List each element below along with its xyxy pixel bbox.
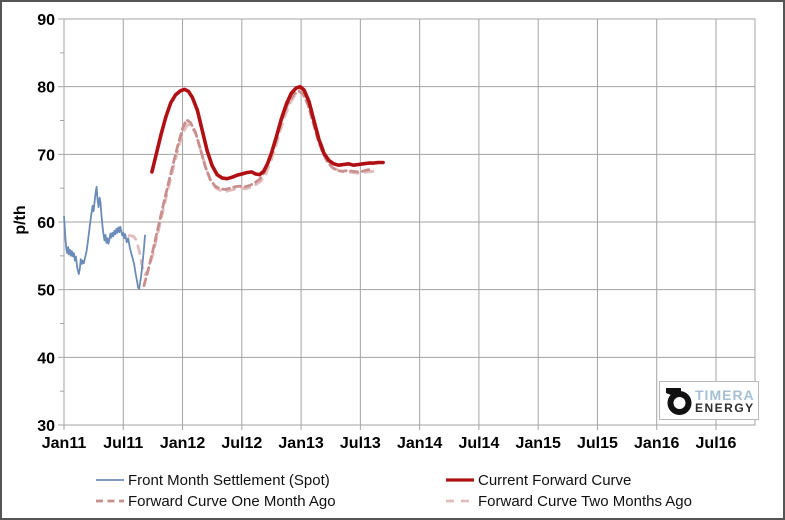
y-tick-label-60: 60 [37,215,55,232]
timera-sigma-icon [666,387,692,415]
y-axis-title: p/th [12,205,29,235]
legend-marker-current-forward [446,478,474,482]
legend-item-current-forward: Current Forward Curve [445,471,631,489]
x-tick-label-Jul14: Jul14 [458,435,499,452]
y-tick-label-50: 50 [37,283,55,300]
legend-item-two-months-ago: Forward Curve Two Months Ago [445,492,692,510]
legend-marker-two-months-ago [446,499,474,503]
x-tick-label-Jul12: Jul12 [221,435,262,452]
legend-marker-spot [96,479,124,481]
legend-item-spot: Front Month Settlement (Spot) [95,471,330,489]
y-tick-label-70: 70 [37,147,55,164]
logo-text-timera: TIMERA [695,386,755,403]
x-tick-label-Jan15: Jan15 [515,435,560,452]
series-line-0 [63,185,146,290]
logo-text-energy: ENERGY [695,400,755,415]
x-tick-label-Jan16: Jan16 [634,435,679,452]
x-tick-label-Jan14: Jan14 [397,435,442,452]
x-tick-label-Jul11: Jul11 [103,435,143,452]
y-tick-label-30: 30 [37,418,55,435]
x-tick-label-Jul16: Jul16 [696,435,737,452]
legend-label-one-month-ago: Forward Curve One Month Ago [128,492,336,510]
x-tick-label-Jan11: Jan11 [42,435,87,452]
x-tick-label-Jan13: Jan13 [278,435,323,452]
x-tick-label-Jul13: Jul13 [340,435,381,452]
x-tick-label-Jan12: Jan12 [160,435,205,452]
legend-label-spot: Front Month Settlement (Spot) [128,471,330,489]
legend-label-current-forward: Current Forward Curve [478,471,632,489]
y-tick-label-80: 80 [37,80,55,97]
timera-energy-logo: TIMERA ENERGY [659,381,759,420]
legend-label-two-months-ago: Forward Curve Two Months Ago [478,492,692,510]
y-tick-label-40: 40 [37,350,55,367]
x-tick-label-Jul15: Jul15 [577,435,618,452]
series-line-1 [150,84,385,181]
legend-item-one-month-ago: Forward Curve One Month Ago [95,492,336,510]
y-tick-label-90: 90 [37,12,55,29]
legend-marker-one-month-ago [96,499,124,503]
series-line-2 [142,90,374,288]
